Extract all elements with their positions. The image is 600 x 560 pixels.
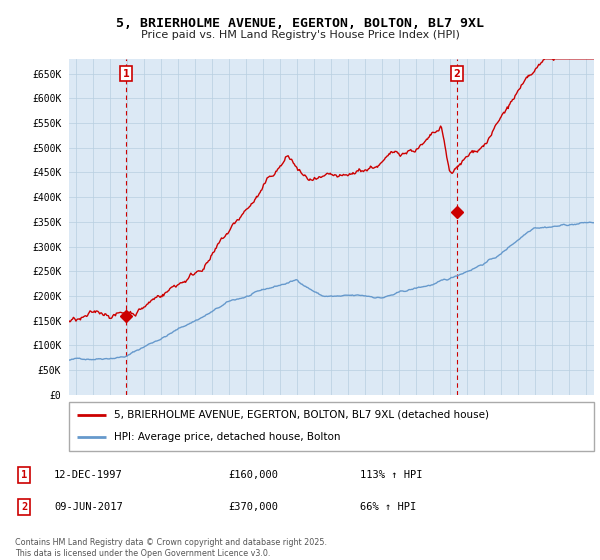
Text: 5, BRIERHOLME AVENUE, EGERTON, BOLTON, BL7 9XL (detached house): 5, BRIERHOLME AVENUE, EGERTON, BOLTON, B… — [113, 410, 488, 420]
Text: 2: 2 — [454, 69, 460, 78]
Text: 1: 1 — [122, 69, 129, 78]
Text: 09-JUN-2017: 09-JUN-2017 — [54, 502, 123, 512]
Text: HPI: Average price, detached house, Bolton: HPI: Average price, detached house, Bolt… — [113, 432, 340, 442]
Text: 12-DEC-1997: 12-DEC-1997 — [54, 470, 123, 480]
Text: 66% ↑ HPI: 66% ↑ HPI — [360, 502, 416, 512]
Text: Price paid vs. HM Land Registry's House Price Index (HPI): Price paid vs. HM Land Registry's House … — [140, 30, 460, 40]
Text: 5, BRIERHOLME AVENUE, EGERTON, BOLTON, BL7 9XL: 5, BRIERHOLME AVENUE, EGERTON, BOLTON, B… — [116, 17, 484, 30]
Text: 2: 2 — [21, 502, 27, 512]
Text: 113% ↑ HPI: 113% ↑ HPI — [360, 470, 422, 480]
Text: £370,000: £370,000 — [228, 502, 278, 512]
Text: £160,000: £160,000 — [228, 470, 278, 480]
Text: Contains HM Land Registry data © Crown copyright and database right 2025.
This d: Contains HM Land Registry data © Crown c… — [15, 538, 327, 558]
Text: 1: 1 — [21, 470, 27, 480]
